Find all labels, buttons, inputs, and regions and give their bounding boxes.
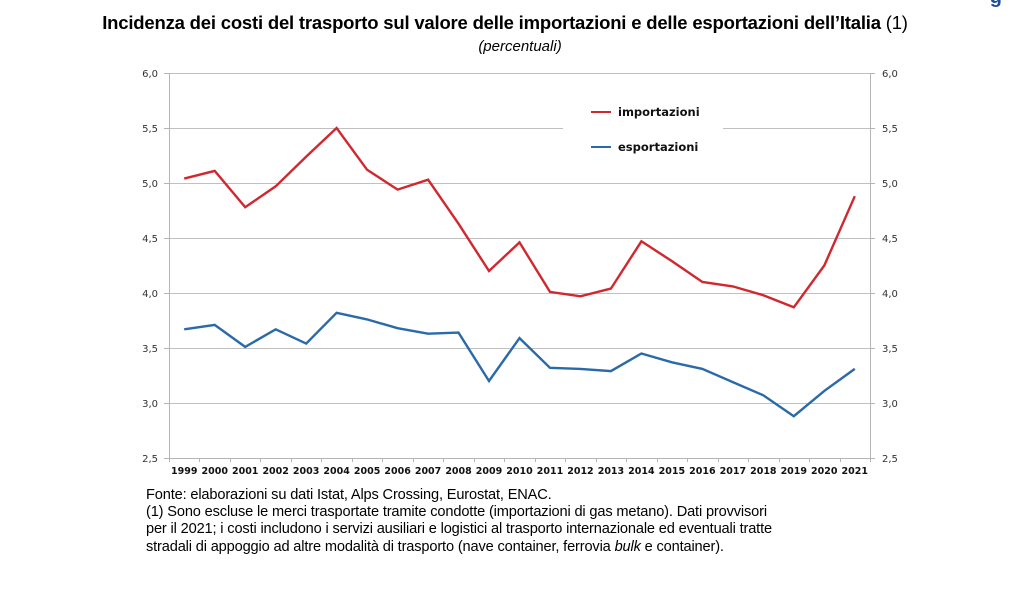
y-axis-left-labels: 2,5 3,0 3,5 4,0 4,5 5,0 5,5 6,0: [142, 69, 158, 465]
x-tick-label: 2002: [262, 466, 288, 477]
chart-title-note: (1): [885, 12, 908, 33]
x-tick-label: 2006: [384, 466, 411, 477]
y-tick-label-right: 6,0: [882, 69, 898, 80]
footnote-source: Fonte: elaborazioni su dati Istat, Alps …: [146, 487, 552, 503]
y-tick-label-right: 2,5: [882, 454, 898, 465]
y-tick-label-right: 4,0: [882, 289, 898, 300]
y-tick-label-left: 6,0: [142, 69, 158, 80]
footnote-note-line-2: per il 2021; i costi includono i servizi…: [146, 521, 772, 538]
y-tick-label-right: 3,5: [882, 344, 898, 355]
y-axis-right-labels: 2,5 3,0 3,5 4,0 4,5 5,0 5,5 6,0: [882, 69, 898, 465]
x-tick-label: 2012: [567, 466, 593, 477]
y-tick-label-left: 4,5: [142, 234, 158, 245]
x-tick-label: 2011: [537, 466, 563, 477]
y-tick-label-left: 2,5: [142, 454, 158, 465]
footnote: Fonte: elaborazioni su dati Istat, Alps …: [146, 487, 906, 556]
gridlines: [169, 73, 870, 404]
y-tick-label-left: 3,5: [142, 344, 158, 355]
x-tick-label: 2010: [506, 466, 533, 477]
x-tick-label: 2021: [842, 466, 868, 477]
series-line-importazioni: [183, 126, 856, 309]
y-tick-label-right: 3,0: [882, 399, 898, 410]
x-tick-label: 2005: [354, 466, 380, 477]
y-tick-label-left: 3,0: [142, 399, 158, 410]
x-tick-label: 2016: [689, 466, 716, 477]
x-tick-label: 1999: [171, 466, 197, 477]
x-tick-label: 2009: [476, 466, 502, 477]
series-line-esportazioni: [184, 311, 856, 418]
figure-label-fragment: g: [990, 0, 1002, 9]
series-lines: [183, 126, 856, 418]
x-tick-label: 2017: [720, 466, 746, 477]
x-tick-label: 2013: [598, 466, 624, 477]
axes: [164, 73, 875, 462]
x-tick-label: 2007: [415, 466, 441, 477]
legend-label-esportazioni: esportazioni: [618, 140, 698, 154]
y-tick-label-right: 5,0: [882, 179, 898, 190]
chart-title: Incidenza dei costi del trasporto sul va…: [0, 12, 1010, 34]
legend: importazioni esportazioni: [563, 96, 723, 162]
footnote-note-italic: bulk: [614, 538, 641, 555]
x-tick-label: 2018: [750, 466, 777, 477]
x-axis-labels: 1999 2000 2001 2002 2003 2004 2005 2006 2007 2008…: [171, 466, 868, 477]
legend-box: [563, 96, 723, 162]
x-tick-label: 2004: [323, 466, 350, 477]
y-tick-label-left: 5,5: [142, 124, 158, 135]
x-tick-label: 2003: [293, 466, 319, 477]
footnote-note-line-3b: e container).: [640, 538, 724, 555]
footnote-note-line-3a: stradali di appoggio ad altre modalità d…: [146, 538, 615, 555]
x-tick-label: 2019: [781, 466, 807, 477]
x-tick-label: 2015: [659, 466, 685, 477]
chart-title-text: Incidenza dei costi del trasporto sul va…: [102, 12, 881, 33]
y-tick-label-left: 5,0: [142, 179, 158, 190]
legend-label-importazioni: importazioni: [618, 105, 700, 119]
x-tick-label: 2014: [628, 466, 655, 477]
y-tick-label-left: 4,0: [142, 289, 158, 300]
footnote-note-line-3: stradali di appoggio ad altre modalità d…: [146, 539, 906, 556]
chart-subtitle: (percentuali): [478, 38, 562, 55]
footnote-note-line-1: (1) Sono escluse le merci trasportate tr…: [146, 504, 767, 521]
x-tick-label: 2000: [201, 466, 228, 477]
y-tick-label-right: 5,5: [882, 124, 898, 135]
x-tick-label: 2020: [811, 466, 838, 477]
y-tick-label-right: 4,5: [882, 234, 898, 245]
x-tick-label: 2001: [232, 466, 258, 477]
x-tick-label: 2008: [445, 466, 472, 477]
